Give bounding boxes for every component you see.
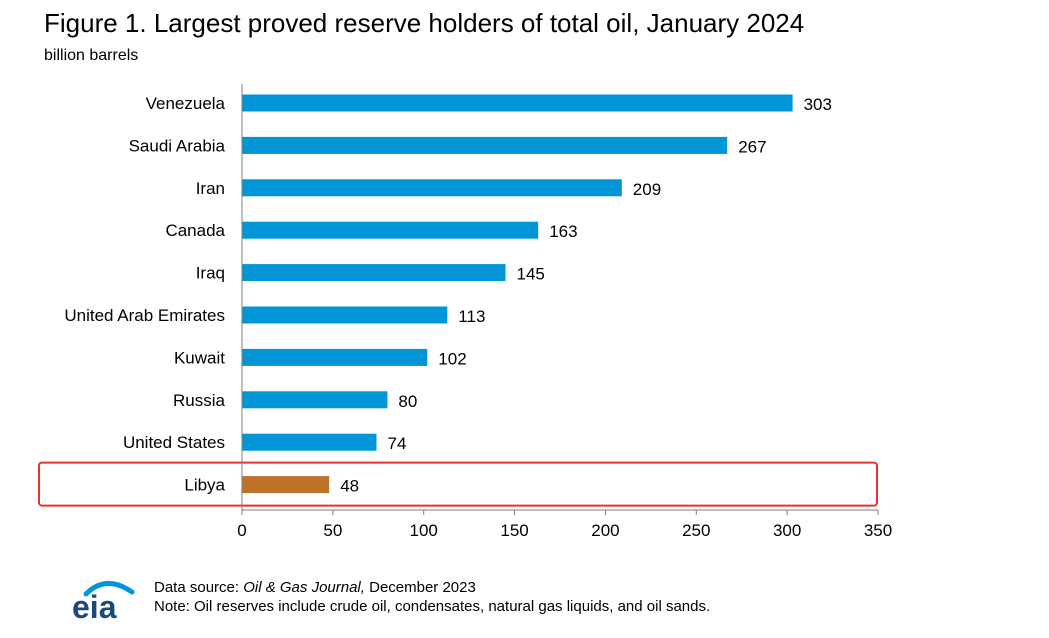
chart-footer: Data source: Oil & Gas Journal, December… <box>154 578 710 616</box>
category-label-iran: Iran <box>196 179 225 198</box>
x-tick-label: 200 <box>591 521 619 540</box>
x-tick-label: 250 <box>682 521 710 540</box>
x-tick-label: 0 <box>237 521 246 540</box>
x-tick-label: 50 <box>323 521 342 540</box>
category-label-iraq: Iraq <box>196 264 225 283</box>
category-label-united-states: United States <box>123 433 225 452</box>
x-tick-label: 300 <box>773 521 801 540</box>
data-label-iraq: 145 <box>517 265 545 284</box>
data-source-line: Data source: Oil & Gas Journal, December… <box>154 578 710 597</box>
x-tick-label: 150 <box>500 521 528 540</box>
data-label-libya: 48 <box>340 477 359 496</box>
bar-kuwait <box>242 348 428 366</box>
eia-logo: eia <box>72 581 135 625</box>
bar-canada <box>242 221 539 239</box>
source-prefix: Data source: <box>154 579 244 596</box>
chart-title: Figure 1. Largest proved reserve holders… <box>44 8 805 38</box>
data-label-iran: 209 <box>633 180 661 199</box>
bar-venezuela <box>242 94 793 112</box>
chart-note: Note: Oil reserves include crude oil, co… <box>154 598 711 615</box>
category-label-canada: Canada <box>165 221 225 240</box>
data-label-saudi-arabia: 267 <box>738 137 766 156</box>
eia-logo-arc <box>83 581 135 597</box>
data-label-canada: 163 <box>549 222 577 241</box>
category-label-kuwait: Kuwait <box>174 348 225 367</box>
source-publication: Oil & Gas Journal, <box>243 579 365 596</box>
bar-saudi-arabia <box>242 136 728 154</box>
chart-subtitle: billion barrels <box>44 47 139 64</box>
category-label-russia: Russia <box>173 391 226 410</box>
bar-russia <box>242 391 388 409</box>
bar-chart: Venezuela 303 Saudi Arabia 267 Iran 209 Canada… <box>38 84 892 540</box>
bar-iraq <box>242 264 506 282</box>
bar-iran <box>242 179 622 197</box>
bar-united-states <box>242 433 377 451</box>
data-label-united-states: 74 <box>388 434 407 453</box>
bar-united-arab-emirates <box>242 306 448 324</box>
data-label-united-arab-emirates: 113 <box>458 307 485 326</box>
x-tick-label: 100 <box>410 521 438 540</box>
data-label-venezuela: 303 <box>804 95 832 114</box>
category-label-saudi-arabia: Saudi Arabia <box>129 136 226 155</box>
x-tick-label: 350 <box>864 521 892 540</box>
data-label-kuwait: 102 <box>438 349 466 368</box>
category-label-united-arab-emirates: United Arab Emirates <box>64 306 225 325</box>
eia-logo-text: eia <box>72 589 117 625</box>
category-label-venezuela: Venezuela <box>146 94 226 113</box>
source-date: December 2023 <box>364 579 476 596</box>
bar-libya <box>242 476 330 494</box>
highlight-box <box>38 461 878 507</box>
data-label-russia: 80 <box>398 392 417 411</box>
category-label-libya: Libya <box>184 476 225 495</box>
